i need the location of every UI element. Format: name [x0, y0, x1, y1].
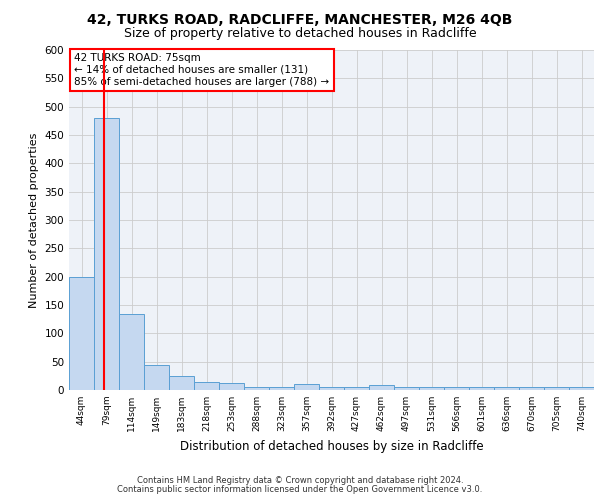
Bar: [194, 382, 219, 390]
Text: Size of property relative to detached houses in Radcliffe: Size of property relative to detached ho…: [124, 28, 476, 40]
Bar: [269, 386, 294, 390]
Bar: [69, 276, 94, 390]
Bar: [494, 387, 519, 390]
Bar: [94, 118, 119, 390]
Bar: [144, 364, 169, 390]
Bar: [244, 386, 269, 390]
Bar: [394, 386, 419, 390]
Bar: [369, 386, 394, 390]
Bar: [169, 376, 194, 390]
Bar: [344, 386, 369, 390]
Bar: [419, 386, 444, 390]
Bar: [319, 386, 344, 390]
Text: 42 TURKS ROAD: 75sqm
← 14% of detached houses are smaller (131)
85% of semi-deta: 42 TURKS ROAD: 75sqm ← 14% of detached h…: [74, 54, 329, 86]
Bar: [119, 314, 144, 390]
Bar: [294, 384, 319, 390]
X-axis label: Distribution of detached houses by size in Radcliffe: Distribution of detached houses by size …: [179, 440, 484, 452]
Bar: [569, 387, 594, 390]
Y-axis label: Number of detached properties: Number of detached properties: [29, 132, 39, 308]
Bar: [544, 387, 569, 390]
Bar: [444, 387, 469, 390]
Bar: [519, 387, 544, 390]
Bar: [469, 387, 494, 390]
Bar: [219, 383, 244, 390]
Text: Contains public sector information licensed under the Open Government Licence v3: Contains public sector information licen…: [118, 485, 482, 494]
Text: Contains HM Land Registry data © Crown copyright and database right 2024.: Contains HM Land Registry data © Crown c…: [137, 476, 463, 485]
Text: 42, TURKS ROAD, RADCLIFFE, MANCHESTER, M26 4QB: 42, TURKS ROAD, RADCLIFFE, MANCHESTER, M…: [88, 12, 512, 26]
